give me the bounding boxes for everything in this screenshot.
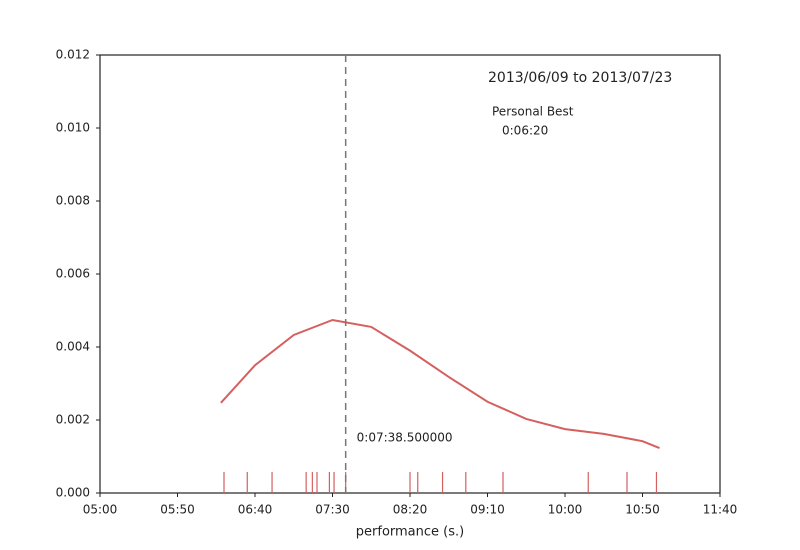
x-tick-label: 10:00 bbox=[548, 503, 583, 517]
density-line bbox=[220, 318, 660, 450]
x-tick-label: 11:40 bbox=[703, 503, 738, 517]
x-tick-label: 07:30 bbox=[315, 503, 350, 517]
annotation: 0:06:20 bbox=[502, 124, 548, 138]
y-tick-label: 0.000 bbox=[56, 486, 90, 500]
x-axis-label: performance (s.) bbox=[356, 525, 464, 540]
x-tick-label: 09:10 bbox=[470, 503, 505, 517]
annotation: Personal Best bbox=[492, 105, 574, 119]
x-tick-label: 05:50 bbox=[160, 503, 195, 517]
y-tick-label: 0.002 bbox=[56, 413, 90, 427]
date-range: 2013/06/09 to 2013/07/23 bbox=[488, 70, 672, 86]
plot-frame bbox=[99, 54, 721, 494]
y-tick-label: 0.010 bbox=[56, 121, 90, 135]
mean-label: 0:07:38.500000 bbox=[357, 431, 453, 445]
x-tick-label: 05:00 bbox=[83, 503, 118, 517]
x-tick-label: 08:20 bbox=[393, 503, 428, 517]
y-tick-label: 0.008 bbox=[56, 194, 90, 208]
y-tick-label: 0.004 bbox=[56, 340, 90, 354]
y-tick-label: 0.006 bbox=[56, 267, 90, 281]
y-tick-label: 0.012 bbox=[56, 48, 90, 62]
x-tick-label: 06:40 bbox=[238, 503, 273, 517]
x-tick-label: 10:50 bbox=[625, 503, 660, 517]
